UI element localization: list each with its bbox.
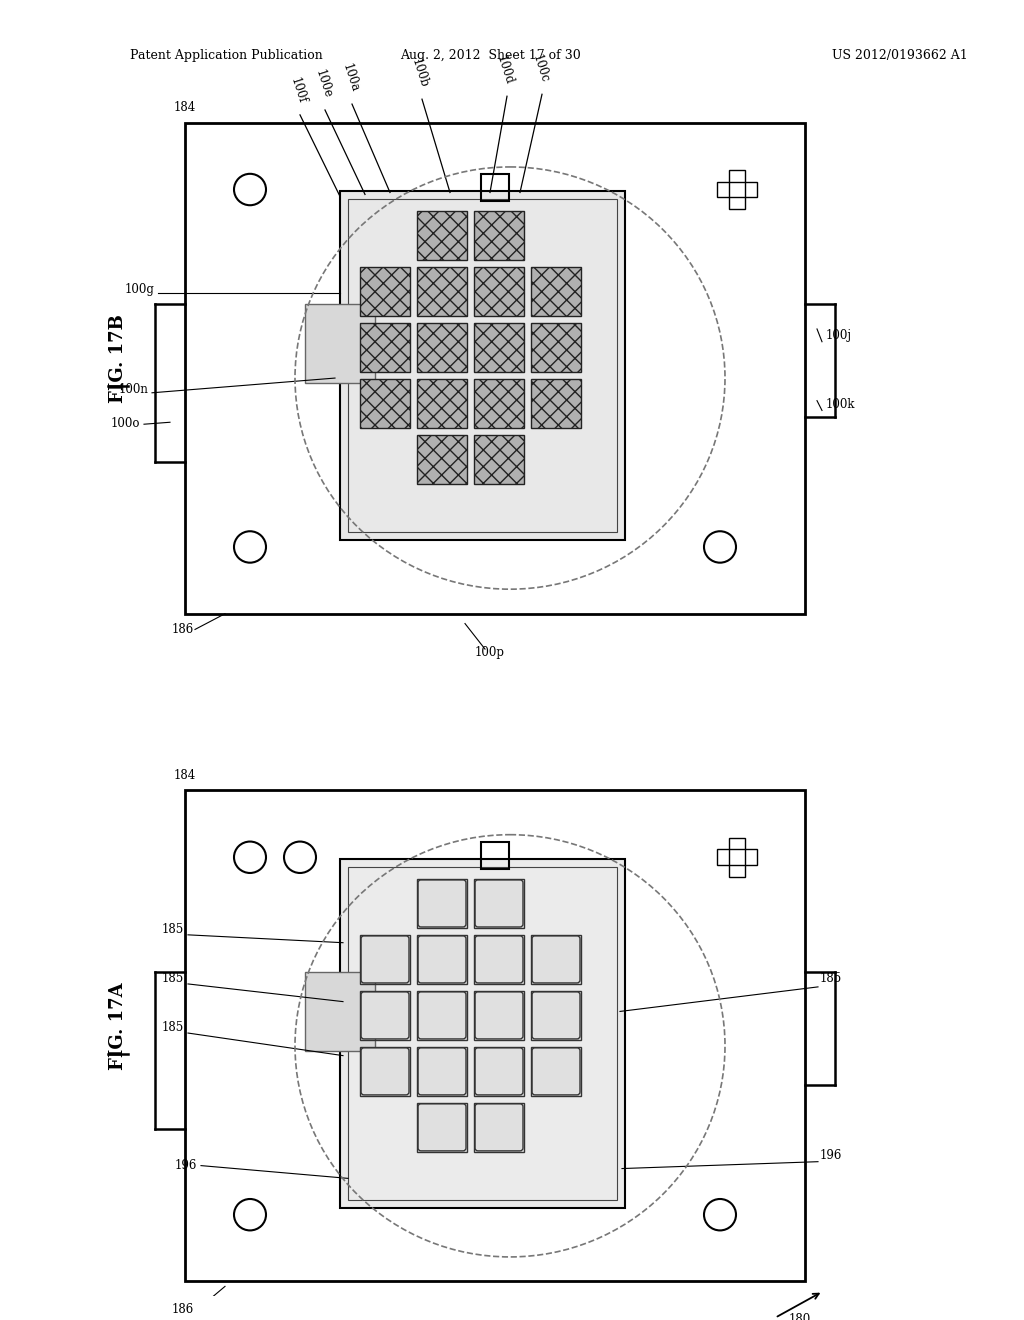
Bar xyxy=(531,379,581,428)
Bar xyxy=(417,879,467,928)
Bar xyxy=(360,379,410,428)
FancyBboxPatch shape xyxy=(418,991,466,1039)
Text: 184: 184 xyxy=(174,100,197,114)
Text: FIG. 17A: FIG. 17A xyxy=(109,982,127,1071)
Text: 100b: 100b xyxy=(410,57,431,90)
Text: 185: 185 xyxy=(820,972,843,985)
Bar xyxy=(531,267,581,317)
Text: 185: 185 xyxy=(162,923,184,936)
Bar xyxy=(474,267,524,317)
FancyBboxPatch shape xyxy=(475,1104,523,1151)
FancyBboxPatch shape xyxy=(532,936,580,983)
Bar xyxy=(185,791,805,1282)
FancyBboxPatch shape xyxy=(475,936,523,983)
Bar xyxy=(729,170,745,209)
Text: 100n: 100n xyxy=(118,383,148,396)
Text: 185: 185 xyxy=(162,972,184,985)
Bar xyxy=(474,991,524,1040)
Text: 185: 185 xyxy=(162,1022,184,1034)
Bar xyxy=(417,1047,467,1096)
Text: 100k: 100k xyxy=(826,397,855,411)
Text: 196: 196 xyxy=(175,1159,197,1172)
Text: 186: 186 xyxy=(172,1303,195,1316)
Text: Aug. 2, 2012  Sheet 17 of 30: Aug. 2, 2012 Sheet 17 of 30 xyxy=(399,49,581,62)
Bar xyxy=(417,323,467,372)
FancyBboxPatch shape xyxy=(532,1048,580,1094)
Bar xyxy=(360,991,410,1040)
Text: 100o: 100o xyxy=(111,417,140,430)
Bar xyxy=(417,379,467,428)
Text: 100d: 100d xyxy=(495,54,516,86)
Bar xyxy=(729,838,745,876)
Bar xyxy=(531,323,581,372)
Bar xyxy=(474,211,524,260)
Text: 186: 186 xyxy=(172,623,195,636)
Text: 180: 180 xyxy=(788,1312,811,1320)
Bar xyxy=(474,935,524,983)
FancyBboxPatch shape xyxy=(532,991,580,1039)
Bar xyxy=(417,991,467,1040)
Bar xyxy=(474,323,524,372)
Bar xyxy=(360,323,410,372)
Bar xyxy=(474,879,524,928)
Bar xyxy=(717,182,757,198)
Bar xyxy=(531,991,581,1040)
Text: Patent Application Publication: Patent Application Publication xyxy=(130,49,323,62)
FancyBboxPatch shape xyxy=(418,1048,466,1094)
Text: US 2012/0193662 A1: US 2012/0193662 A1 xyxy=(833,49,968,62)
Bar xyxy=(417,211,467,260)
Bar xyxy=(417,935,467,983)
FancyBboxPatch shape xyxy=(361,1048,409,1094)
Bar xyxy=(717,849,757,865)
Bar xyxy=(340,191,625,540)
Bar xyxy=(340,859,625,1208)
FancyBboxPatch shape xyxy=(418,880,466,927)
Bar xyxy=(305,305,375,383)
Bar xyxy=(474,1047,524,1096)
Bar xyxy=(360,1047,410,1096)
Text: 196: 196 xyxy=(820,1148,843,1162)
Text: 100j: 100j xyxy=(826,329,852,342)
Text: 100c: 100c xyxy=(529,53,551,84)
Bar xyxy=(305,972,375,1051)
Bar xyxy=(531,935,581,983)
Bar xyxy=(417,267,467,317)
Bar xyxy=(474,436,524,484)
FancyBboxPatch shape xyxy=(475,1048,523,1094)
Text: 100p: 100p xyxy=(475,645,505,659)
Bar xyxy=(481,842,509,869)
Text: FIG. 17B: FIG. 17B xyxy=(109,314,127,403)
Text: 100a: 100a xyxy=(339,62,360,94)
FancyBboxPatch shape xyxy=(475,991,523,1039)
FancyBboxPatch shape xyxy=(475,880,523,927)
FancyBboxPatch shape xyxy=(361,991,409,1039)
Text: 100g: 100g xyxy=(125,282,155,296)
Bar xyxy=(417,436,467,484)
FancyBboxPatch shape xyxy=(418,1104,466,1151)
Bar xyxy=(474,1102,524,1152)
Text: 100f: 100f xyxy=(288,75,308,106)
FancyBboxPatch shape xyxy=(361,936,409,983)
Bar xyxy=(348,867,617,1200)
Text: 100e: 100e xyxy=(312,69,334,100)
Bar xyxy=(360,935,410,983)
FancyBboxPatch shape xyxy=(418,936,466,983)
Bar xyxy=(474,379,524,428)
Bar xyxy=(348,199,617,532)
Text: 184: 184 xyxy=(174,768,197,781)
Bar xyxy=(417,1102,467,1152)
Bar xyxy=(481,174,509,202)
Bar xyxy=(185,123,805,614)
Bar xyxy=(531,1047,581,1096)
Bar xyxy=(360,267,410,317)
